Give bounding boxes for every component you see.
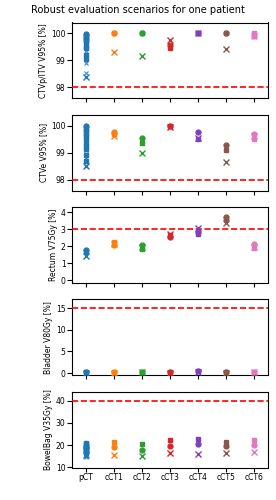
Y-axis label: BowelBag V35Gy [%]: BowelBag V35Gy [%] [44,389,53,470]
Y-axis label: CTVp/ITV V95% [%]: CTVp/ITV V95% [%] [39,23,48,98]
Text: Robust evaluation scenarios for one patient: Robust evaluation scenarios for one pati… [31,5,245,15]
Y-axis label: Rectum V75Gy [%]: Rectum V75Gy [%] [49,209,58,281]
Y-axis label: Bladder V80Gy [%]: Bladder V80Gy [%] [44,301,53,374]
Y-axis label: CTVe V95% [%]: CTVe V95% [%] [39,123,48,182]
